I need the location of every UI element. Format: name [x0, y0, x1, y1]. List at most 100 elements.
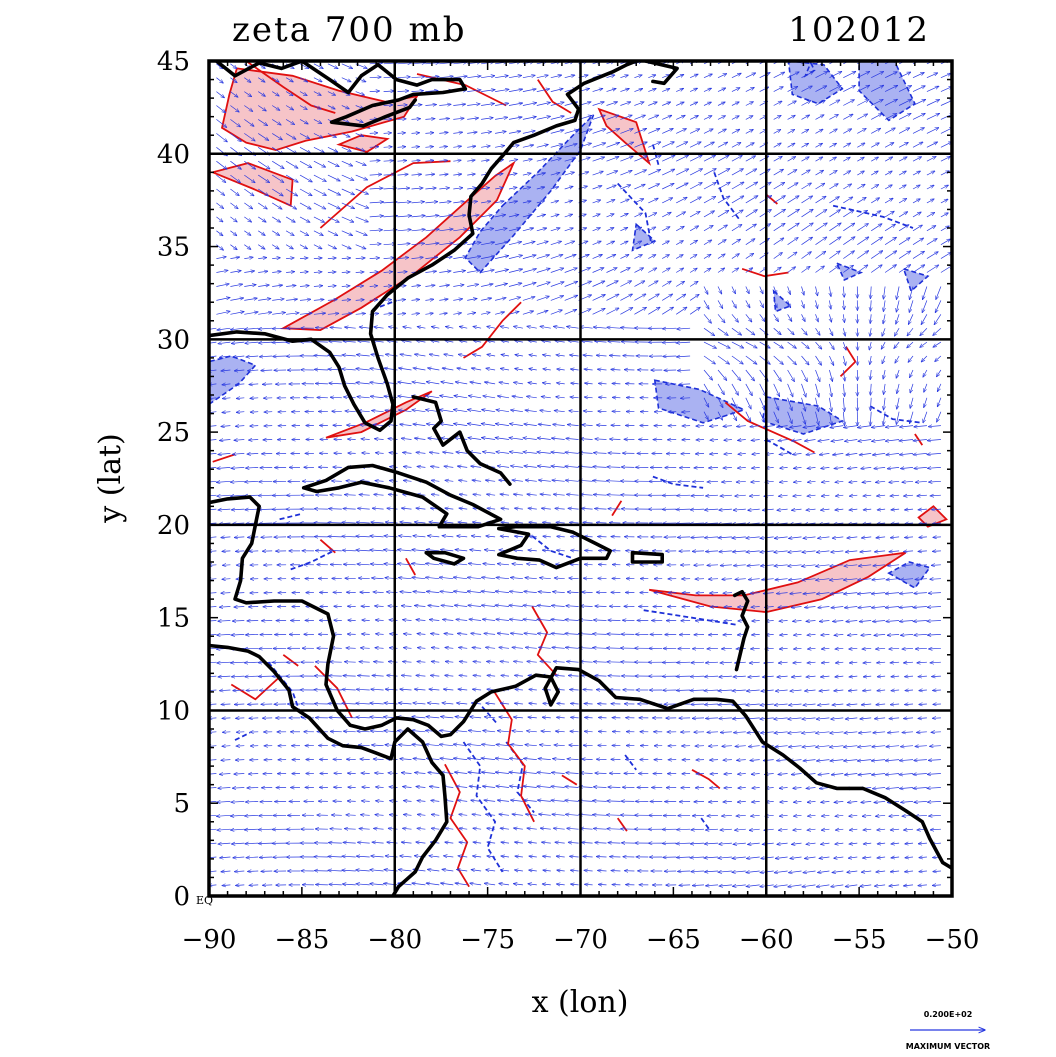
wind-vector-938	[722, 648, 732, 649]
wind-vector-1533	[890, 495, 900, 496]
wind-vector-704	[413, 703, 426, 704]
wind-vector-143	[718, 857, 732, 858]
wind-vector-285	[486, 814, 496, 815]
wind-vector-115	[328, 856, 342, 857]
wind-vector-2084	[445, 340, 454, 342]
coastline-6	[630, 550, 665, 564]
wind-vector-499	[509, 758, 523, 759]
wind-vector-2920	[285, 119, 294, 124]
wind-vector-810	[416, 675, 426, 676]
wind-vector-2176	[258, 312, 272, 314]
wind-vector-1030	[523, 619, 537, 620]
wind-vector-2687	[731, 182, 744, 190]
wind-vector-628	[830, 732, 844, 733]
wind-vector-2565	[508, 215, 519, 217]
wind-vector-2461	[536, 241, 548, 246]
wind-vector-1742	[845, 440, 858, 442]
wind-vector-1218	[930, 579, 941, 580]
wind-vector-2740	[731, 169, 743, 176]
wind-vector-1827	[554, 411, 565, 412]
wind-vector-2436	[926, 252, 938, 259]
wind-vector-1289	[441, 550, 454, 551]
wind-vector-2282	[258, 285, 269, 287]
wind-vector-301	[707, 815, 719, 816]
wind-vector-2218	[843, 314, 844, 322]
wind-vector-2287	[327, 286, 336, 287]
wind-vector-233	[500, 828, 510, 829]
wind-vector-2674	[550, 187, 559, 189]
wind-vector-2083	[431, 340, 440, 342]
wind-vector-1058	[913, 621, 927, 622]
wind-vector-2860	[926, 142, 938, 148]
wind-vector-422	[913, 788, 927, 789]
wind-vector-2884	[522, 131, 535, 134]
wind-vector-444	[482, 772, 496, 773]
wind-vector-1769	[481, 424, 496, 426]
wind-vector-634	[917, 732, 927, 733]
y-axis-label: y (lat)	[93, 433, 128, 523]
wind-vector-227	[417, 828, 426, 829]
wind-vector-1776	[582, 425, 593, 426]
wind-vector-142	[704, 857, 719, 858]
wind-vector-2105	[745, 341, 757, 348]
wind-vector-2445	[313, 244, 322, 249]
wind-vector-12	[370, 884, 384, 885]
wind-vector-1628	[737, 467, 746, 468]
wind-vector-1387	[328, 523, 342, 524]
wind-vector-1540	[245, 481, 259, 482]
wind-vector-2639	[801, 196, 813, 204]
wind-vector-1883	[599, 397, 607, 398]
wind-vector-2153	[662, 328, 677, 329]
wind-vector-2865	[258, 133, 269, 140]
wind-vector-835	[762, 676, 774, 677]
wind-vector-862	[403, 662, 412, 663]
wind-vector-489	[373, 759, 384, 760]
wind-vector-1103	[805, 607, 816, 608]
wind-vector-1474	[806, 509, 816, 510]
wind-vector-2643	[857, 197, 866, 204]
wind-vector-2653	[258, 188, 268, 196]
wind-vector-1456	[555, 508, 565, 509]
wind-vector-926	[552, 647, 565, 648]
wind-vector-823	[595, 676, 607, 677]
wind-vector-88	[691, 871, 705, 872]
wind-vector-1505	[500, 494, 510, 495]
wind-vector-790	[877, 690, 886, 691]
wind-vector-2571	[592, 214, 601, 218]
wind-vector-1787	[737, 426, 746, 427]
wind-vector-2529	[745, 224, 757, 232]
wind-vector-1389	[356, 522, 370, 523]
wind-vector-2837	[606, 143, 620, 148]
wind-vector-1	[222, 885, 231, 886]
wind-vector-1771	[510, 424, 523, 426]
wind-vector-2351	[481, 270, 494, 273]
wind-vector-2504	[397, 230, 412, 231]
wind-vector-1472	[777, 509, 788, 510]
wind-vector-174	[416, 842, 426, 843]
wind-vector-1203	[722, 579, 732, 580]
wind-vector-1027	[483, 619, 496, 620]
wind-vector-1821	[468, 410, 482, 413]
wind-vector-2924	[341, 119, 349, 122]
wind-vector-317	[929, 815, 941, 816]
wind-vector-2368	[717, 268, 725, 273]
wind-vector-2069	[231, 342, 245, 343]
wind-vector-2788	[662, 155, 675, 162]
wind-vector-1114	[221, 593, 231, 594]
wind-vector-1527	[807, 495, 816, 496]
wind-vector-1473	[792, 509, 802, 510]
wind-vector-647	[356, 717, 370, 718]
wind-vector-1856	[222, 398, 231, 399]
wind-vector-2116	[894, 341, 900, 348]
wind-vector-2769	[397, 161, 407, 162]
wind-vector-2928	[397, 119, 407, 120]
wind-vector-550	[482, 744, 496, 745]
wind-vector-2495	[272, 230, 279, 236]
wind-vector-48	[874, 885, 886, 886]
wind-vector-3124	[912, 73, 924, 79]
wind-vector-1975	[399, 368, 412, 370]
wind-vector-25	[557, 884, 565, 885]
negative-vorticity-region-9	[835, 261, 864, 282]
wind-vector-2246	[495, 298, 506, 301]
wind-vector-557	[583, 745, 593, 746]
